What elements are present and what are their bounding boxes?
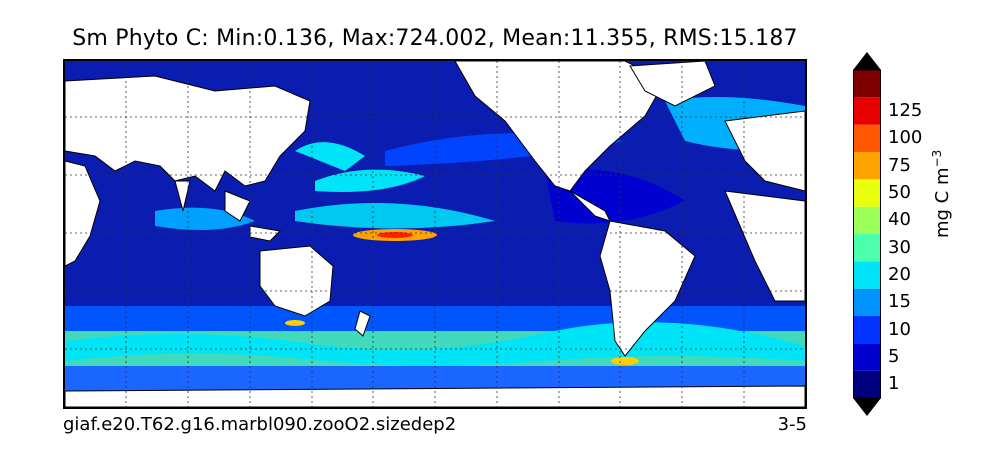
map-title: Sm Phyto C: Min:0.136, Max:724.002, Mean… bbox=[72, 26, 798, 51]
colorbar-unit: mg C m bbox=[932, 167, 953, 238]
colorbar-tick-label: 30 bbox=[888, 236, 911, 258]
colorbar-unit-exponent: −3 bbox=[930, 149, 944, 168]
depth-caption: 3-5 bbox=[777, 414, 807, 435]
colorbar-tick-label: 10 bbox=[888, 318, 911, 340]
colorbar-tick-label: 50 bbox=[888, 182, 911, 203]
colorbar-segment bbox=[853, 70, 881, 98]
colorbar-tick-label: 15 bbox=[888, 291, 911, 313]
africa-land bbox=[65, 160, 101, 267]
colorbar-tick-label: 1 bbox=[888, 373, 900, 395]
colorbar-segment bbox=[853, 234, 881, 262]
colorbar-tick-label: 20 bbox=[888, 264, 911, 285]
colorbar-tick-label: 40 bbox=[888, 209, 911, 231]
colorbar-segment bbox=[853, 316, 881, 344]
australia-land bbox=[259, 245, 334, 317]
colorbar bbox=[853, 52, 881, 416]
colorbar-segment bbox=[853, 179, 881, 207]
colorbar-segment bbox=[853, 370, 881, 398]
colorbar-tick-label: 100 bbox=[888, 127, 923, 149]
colorbar-segment bbox=[853, 288, 881, 316]
colorbar-segment bbox=[853, 261, 881, 289]
colorbar-extend-max bbox=[853, 52, 881, 70]
colorbar-extend-min bbox=[853, 398, 881, 416]
colorbar-tick-label: 125 bbox=[888, 100, 923, 121]
colorbar-segment bbox=[853, 206, 881, 234]
graticule bbox=[65, 61, 805, 407]
colorbar-tick-label: 5 bbox=[888, 346, 900, 367]
colorbar-segment bbox=[853, 97, 881, 125]
run-name-caption: giaf.e20.T62.g16.marbl090.zooO2.sizedep2 bbox=[63, 414, 457, 435]
ocean-map bbox=[63, 59, 807, 409]
map-canvas bbox=[65, 61, 805, 407]
south-america-land bbox=[599, 220, 696, 357]
colorbar-segment bbox=[853, 343, 881, 371]
colorbar-tick-label: 75 bbox=[888, 154, 911, 176]
colorbar-segment bbox=[853, 152, 881, 180]
colorbar-segment bbox=[853, 124, 881, 152]
colorbar-unit-label: mg C m−3 bbox=[930, 150, 953, 238]
